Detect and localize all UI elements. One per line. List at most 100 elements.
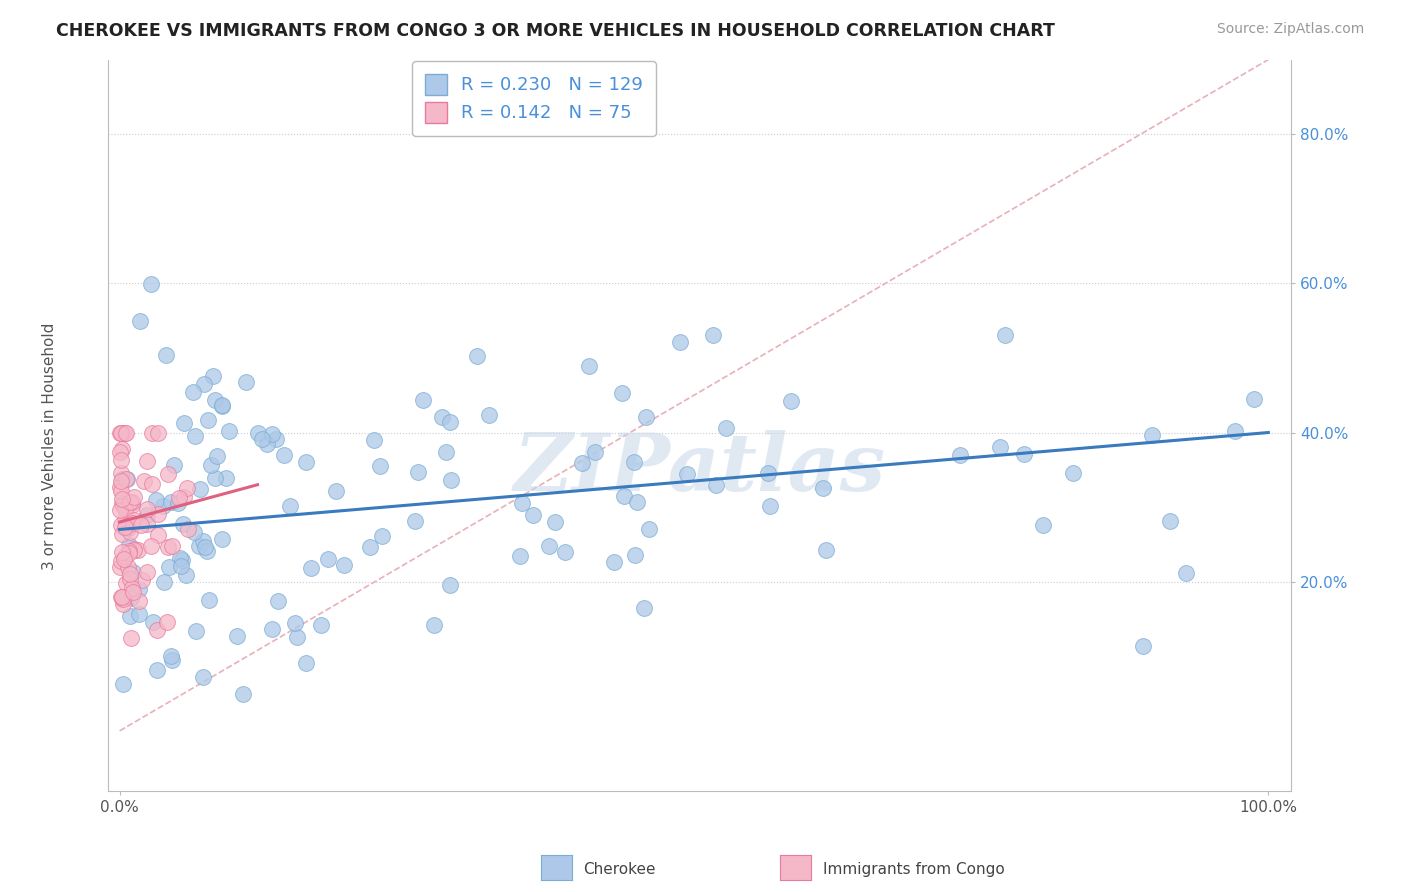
Point	[363, 433, 385, 447]
Point	[368, 458, 391, 473]
Point	[111, 592, 134, 607]
Point	[201, 368, 224, 383]
Point	[994, 328, 1017, 343]
Point	[117, 559, 139, 574]
Point	[155, 348, 177, 362]
Point	[176, 481, 198, 495]
Text: Source: ZipAtlas.com: Source: ZipAtlas.com	[1216, 22, 1364, 37]
Text: 3 or more Vehicles in Household: 3 or more Vehicles in Household	[42, 322, 56, 570]
Point	[160, 653, 183, 667]
Point	[111, 526, 134, 541]
Point	[141, 277, 163, 291]
Point	[250, 432, 273, 446]
Point	[114, 575, 136, 590]
Point	[626, 494, 648, 508]
Point	[110, 518, 132, 533]
Point	[120, 591, 142, 606]
Point	[136, 453, 159, 467]
Point	[623, 455, 645, 469]
Point	[110, 475, 132, 489]
Point	[120, 631, 142, 645]
Point	[408, 466, 430, 480]
Point	[122, 541, 145, 556]
Point	[136, 508, 159, 523]
Point	[256, 436, 278, 450]
Point	[195, 544, 218, 558]
Point	[128, 594, 150, 608]
Point	[110, 442, 132, 456]
Point	[285, 630, 308, 644]
Point	[135, 565, 157, 579]
Point	[118, 544, 141, 558]
Point	[156, 541, 179, 555]
Point	[637, 522, 659, 536]
Point	[122, 565, 145, 579]
Point	[173, 416, 195, 430]
Point	[509, 549, 531, 563]
Point	[121, 582, 143, 596]
Point	[111, 497, 134, 511]
Point	[439, 578, 461, 592]
Point	[434, 445, 457, 459]
Point	[1175, 566, 1198, 581]
Point	[127, 543, 149, 558]
Point	[121, 498, 143, 512]
Point	[359, 541, 381, 555]
Point	[1159, 514, 1181, 528]
Point	[211, 532, 233, 546]
Point	[522, 508, 544, 523]
Point	[160, 539, 183, 553]
Point	[117, 521, 139, 535]
Point	[1012, 447, 1035, 461]
Point	[949, 448, 972, 462]
Point	[311, 618, 333, 632]
Point	[131, 573, 153, 587]
Point	[131, 518, 153, 533]
Point	[146, 528, 169, 542]
Text: CHEROKEE VS IMMIGRANTS FROM CONGO 3 OR MORE VEHICLES IN HOUSEHOLD CORRELATION CH: CHEROKEE VS IMMIGRANTS FROM CONGO 3 OR M…	[56, 22, 1054, 40]
Text: Cherokee: Cherokee	[583, 863, 657, 877]
Point	[191, 670, 214, 684]
Point	[136, 502, 159, 516]
Point	[198, 593, 221, 607]
Point	[141, 477, 163, 491]
Point	[145, 492, 167, 507]
Point	[759, 500, 782, 514]
Point	[669, 334, 692, 349]
Point	[177, 522, 200, 536]
Point	[170, 559, 193, 574]
Point	[193, 376, 215, 391]
Point	[634, 410, 657, 425]
Point	[211, 399, 233, 413]
Point	[197, 413, 219, 427]
Point	[1223, 424, 1246, 438]
Point	[232, 687, 254, 701]
Point	[247, 425, 270, 440]
Point	[122, 542, 145, 557]
Point	[218, 425, 240, 439]
Point	[156, 615, 179, 630]
Point	[114, 549, 136, 563]
Point	[118, 538, 141, 552]
Point	[278, 499, 301, 513]
Point	[412, 393, 434, 408]
Point	[146, 425, 169, 440]
Point	[510, 496, 533, 510]
Point	[571, 456, 593, 470]
Point	[181, 384, 204, 399]
Point	[440, 473, 463, 487]
Point	[1132, 640, 1154, 654]
Point	[478, 409, 501, 423]
Point	[166, 496, 188, 510]
Point	[159, 495, 181, 509]
Point	[404, 514, 426, 528]
Point	[211, 399, 233, 413]
Point	[114, 521, 136, 535]
Point	[110, 453, 132, 467]
Point	[124, 513, 146, 527]
Point	[1032, 517, 1054, 532]
Point	[706, 478, 728, 492]
Point	[756, 466, 779, 480]
Point	[110, 554, 132, 568]
Point	[235, 375, 257, 389]
